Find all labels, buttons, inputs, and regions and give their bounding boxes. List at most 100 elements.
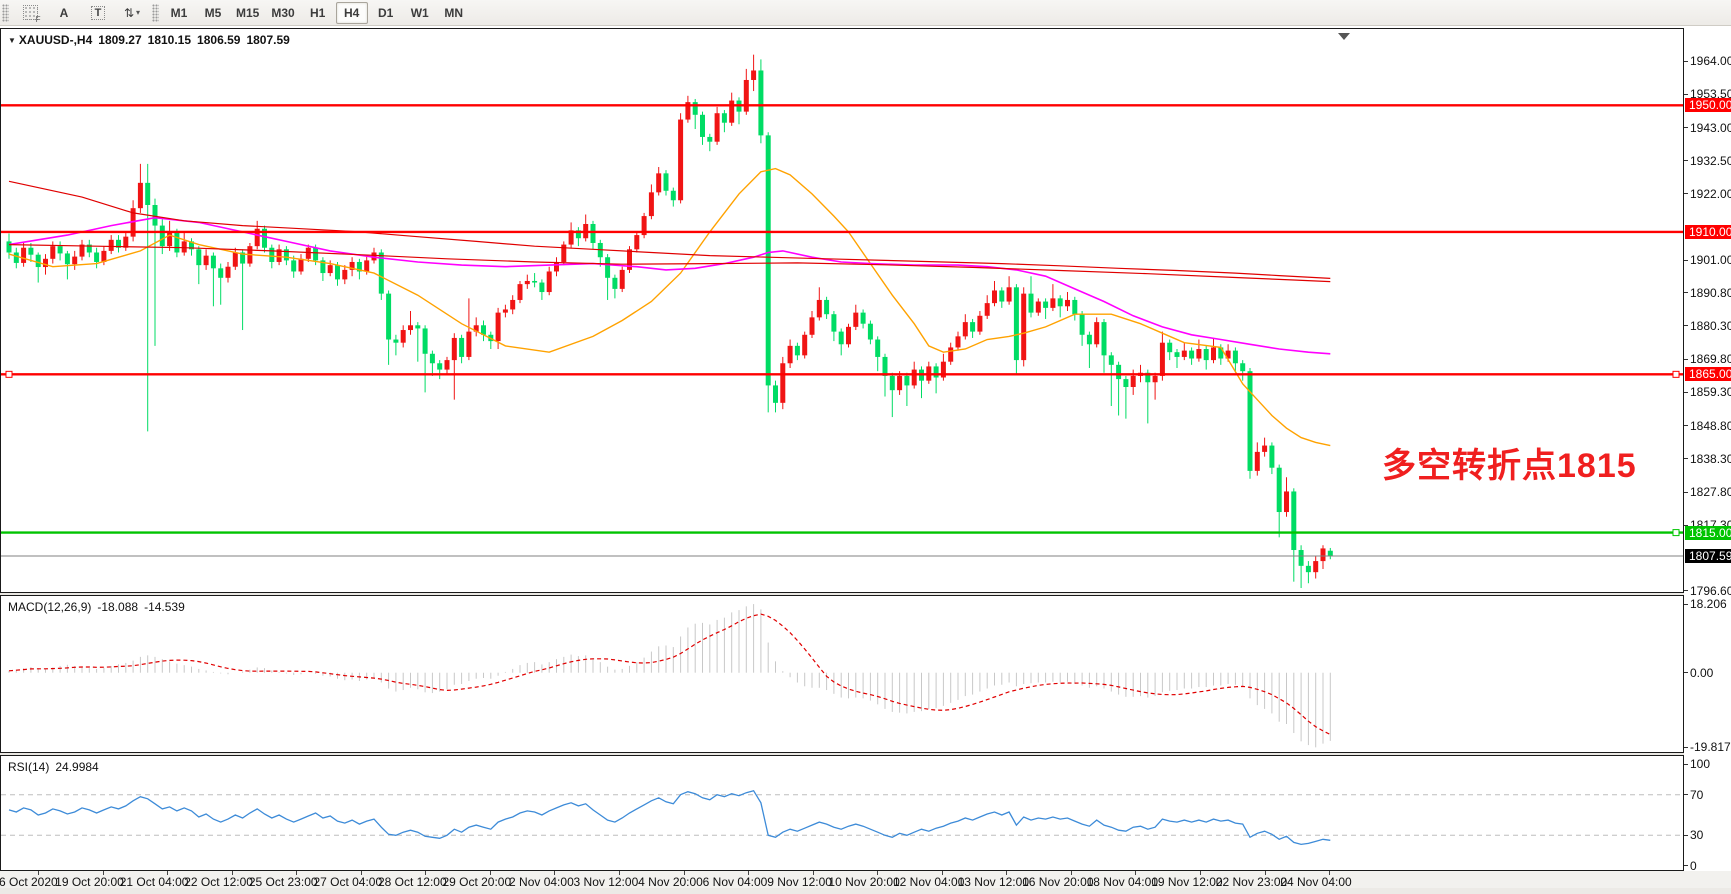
price-axis-tick [1684, 193, 1688, 195]
price-axis-tick [1684, 93, 1688, 95]
arrow-tool-button[interactable]: A [59, 5, 69, 20]
price-level-label: 1815.00 [1685, 525, 1731, 540]
time-axis-tick [360, 871, 362, 875]
time-axis-label: 2 Nov 04:00 [509, 875, 574, 889]
template-grid-icon[interactable]: F [14, 2, 46, 24]
time-axis-tick [102, 871, 104, 875]
price-axis-label: 30 [1690, 828, 1704, 843]
time-axis-label: 19 Oct 20:00 [55, 875, 124, 889]
time-axis-label: 18 Nov 04:00 [1086, 875, 1158, 889]
price-axis-label: 1953.50 [1690, 87, 1731, 102]
chart-shift-marker-icon [1338, 33, 1350, 40]
time-axis-label: 22 Oct 12:00 [184, 875, 253, 889]
macd-indicator-panel[interactable]: MACD(12,26,9) -18.088 -14.539 [0, 595, 1684, 753]
price-axis-label: 1932.50 [1690, 153, 1731, 168]
toolbar-grip[interactable] [2, 3, 9, 22]
price-axis-tick [1684, 292, 1688, 294]
price-axis-label: 1964.00 [1690, 54, 1731, 68]
price-axis-tick [1684, 358, 1688, 360]
time-axis-label: 22 Nov 23:00 [1215, 875, 1288, 889]
window-bottom-edge [0, 888, 1731, 894]
time-axis-label: 16 Oct 2020 [0, 875, 58, 889]
macd-canvas [8, 604, 1331, 748]
price-axis-label: 0.00 [1690, 665, 1714, 680]
price-axis-tick [1684, 672, 1688, 674]
price-axis-tick [1684, 834, 1688, 836]
time-axis-label: 19 Nov 12:00 [1151, 875, 1223, 889]
time-axis-tick [618, 871, 620, 875]
time-axis-label: 21 Oct 04:00 [119, 875, 189, 889]
price-axis-tick [1684, 325, 1688, 327]
toolbar: F A T ⇅ ▾ M1 M5 M15 M30 H1 H4 D1 W1 MN [0, 0, 1731, 26]
price-axis-label: 1890.80 [1690, 285, 1731, 300]
timeframe-button-m5[interactable]: M5 [204, 5, 222, 20]
time-axis-label: 28 Oct 12:00 [377, 875, 447, 889]
price-axis-tick [1684, 391, 1688, 393]
price-axis-tick [1684, 160, 1688, 162]
panel-splitter-2[interactable] [0, 753, 1731, 755]
rsi-indicator-panel[interactable]: RSI(14) 24.9984 [0, 755, 1684, 871]
timeframe-button-w1[interactable]: W1 [410, 5, 429, 20]
price-axis-label: 1880.30 [1690, 318, 1731, 333]
price-axis-tick [1684, 425, 1688, 427]
panel-splitter-1[interactable] [0, 593, 1731, 595]
time-axis-tick [167, 871, 169, 875]
time-axis-label: 10 Nov 20:00 [828, 875, 900, 889]
price-axis-label: 1838.30 [1690, 451, 1731, 466]
price-axis-tick [1684, 491, 1688, 493]
price-axis-label: 100 [1690, 757, 1711, 772]
main-price-chart[interactable]: ▼ XAUUSD-,H4 1809.27 1810.15 1806.59 1807.59 [0, 28, 1684, 593]
timeframe-button-m1[interactable]: M1 [170, 5, 188, 20]
price-axis-tick [1684, 794, 1688, 796]
timeframe-button-d1[interactable]: D1 [378, 5, 394, 20]
price-axis-label: 1859.30 [1690, 385, 1731, 400]
time-axis-tick [489, 871, 491, 875]
time-axis-tick [425, 871, 427, 875]
time-axis-label: 25 Oct 23:00 [248, 875, 318, 889]
price-axis-tick [1684, 259, 1688, 261]
time-axis-tick [231, 871, 233, 875]
time-axis-tick [877, 871, 879, 875]
price-axis-label: 0 [1690, 858, 1697, 873]
price-axis-tick [1684, 524, 1688, 526]
rsi-canvas [1, 789, 1683, 846]
timeframe-button-h1[interactable]: H1 [310, 5, 326, 20]
price-axis-tick [1684, 746, 1688, 748]
price-axis-label: 1869.80 [1690, 352, 1731, 367]
time-axis-tick [1135, 871, 1137, 875]
price-level-label: 1865.00 [1685, 367, 1731, 382]
price-axis-label: 1827.80 [1690, 485, 1731, 500]
time-axis-label: 3 Nov 12:00 [573, 875, 639, 889]
price-axis-tick [1684, 458, 1688, 460]
timeframe-button-m30[interactable]: M30 [271, 5, 295, 20]
price-axis-tick [1684, 590, 1688, 592]
price-level-label: 1807.59 [1685, 549, 1731, 564]
time-axis-tick [1199, 871, 1201, 875]
time-axis-label: 29 Oct 20:00 [442, 875, 512, 889]
time-axis-label: 13 Nov 12:00 [957, 875, 1029, 889]
time-axis-label: 24 Nov 04:00 [1280, 875, 1352, 889]
timeframe-button-m15[interactable]: M15 [236, 5, 260, 20]
price-axis-label: 1796.60 [1690, 583, 1731, 598]
text-tool-button[interactable]: T [82, 2, 114, 24]
time-axis-tick [1264, 871, 1266, 875]
timeframe-button-mn[interactable]: MN [444, 5, 464, 20]
price-axis-label: 70 [1690, 787, 1704, 802]
price-axis-label: 1848.80 [1690, 418, 1731, 433]
price-axis-tick [1684, 763, 1688, 765]
time-axis-tick [683, 871, 685, 875]
cycle-arrows-button[interactable]: ⇅ ▾ [123, 5, 141, 20]
price-level-label: 1950.00 [1685, 98, 1731, 113]
price-axis[interactable]: 1964.00 1953.50 1943.00 1932.50 1922.00 1901.… [1684, 27, 1731, 873]
time-axis-tick [554, 871, 556, 875]
timeframe-button-h4[interactable]: H4 [335, 1, 368, 24]
price-level-label: 1910.00 [1685, 224, 1731, 239]
price-axis-tick [1684, 60, 1688, 62]
price-axis-label: -19.817 [1690, 740, 1731, 755]
time-axis-tick [941, 871, 943, 875]
time-axis-tick [1006, 871, 1008, 875]
time-axis-tick [1070, 871, 1072, 875]
price-axis-tick [1684, 603, 1688, 605]
